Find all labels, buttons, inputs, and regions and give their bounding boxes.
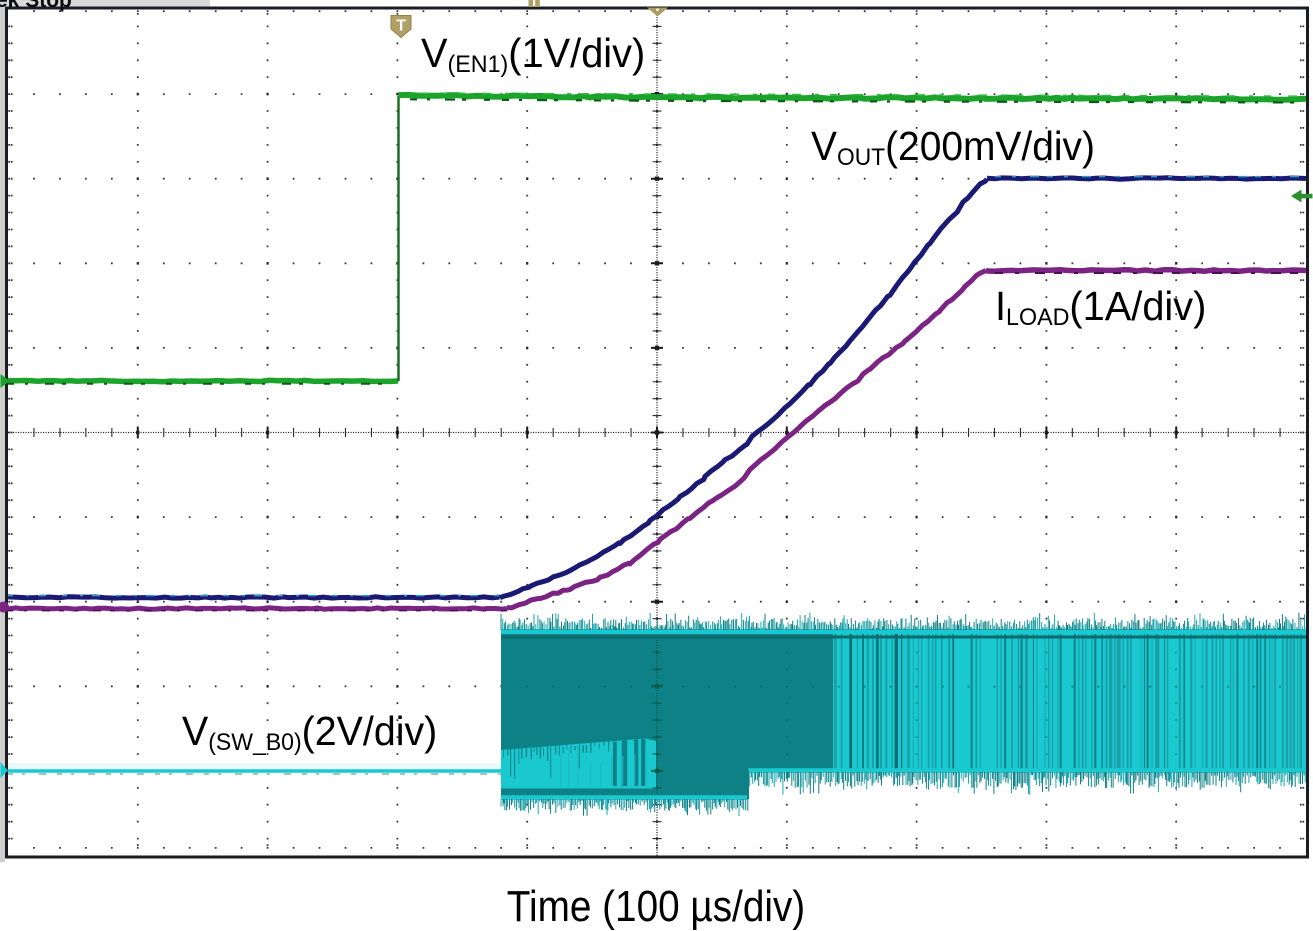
svg-text:VOUT(200mV/div): VOUT(200mV/div) (811, 124, 1095, 170)
svg-text:Time (100 µs/div): Time (100 µs/div) (507, 881, 805, 931)
svg-text:T: T (396, 18, 406, 35)
svg-text:ek Stop: ek Stop (0, 0, 72, 12)
svg-text:ILOAD(1A/div): ILOAD(1A/div) (995, 282, 1206, 331)
svg-text:V(SW_B0)(2V/div): V(SW_B0)(2V/div) (182, 708, 437, 755)
